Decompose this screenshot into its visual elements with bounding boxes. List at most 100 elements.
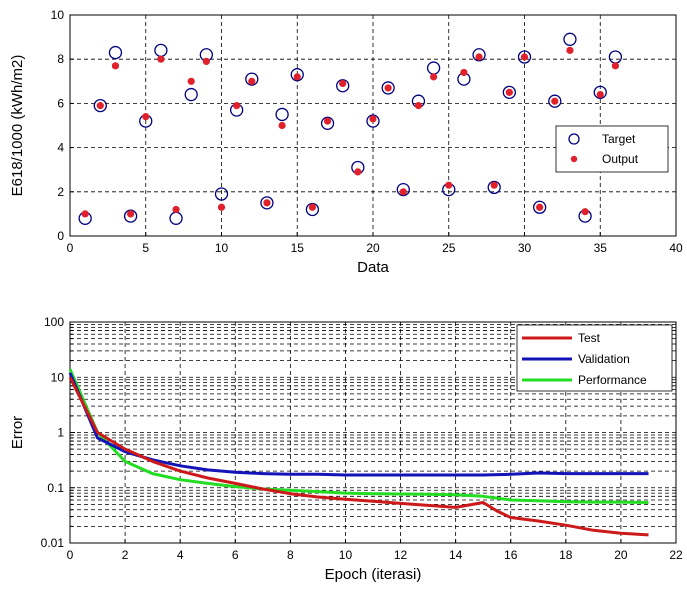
x-tick-label: 25 — [442, 241, 456, 255]
output-point — [111, 62, 120, 70]
output-point — [187, 77, 195, 85]
output-point — [429, 73, 438, 81]
x-tick-label: 35 — [594, 241, 608, 255]
output-point — [369, 115, 377, 123]
target-point — [214, 187, 229, 201]
error-line-chart: 0 2 4 6 8 10 12 14 16 18 20 22 0.01 0.1 1 10 100 Epoch (i… — [9, 315, 683, 583]
x-tick-label: 8 — [287, 548, 294, 562]
target-point — [366, 114, 380, 128]
target-point — [533, 200, 547, 214]
legend: Target Output — [555, 125, 669, 173]
output-point — [551, 97, 559, 105]
legend: Test Validation Performance — [516, 324, 673, 392]
target-point — [336, 79, 350, 93]
output-point — [414, 102, 423, 110]
y-tick-label: 0.1 — [47, 481, 64, 495]
output-point — [596, 90, 604, 99]
x-tick-label: 20 — [366, 241, 380, 255]
x-tick-label: 30 — [518, 241, 532, 255]
x-tick-label: 18 — [559, 548, 573, 562]
output-point — [354, 168, 362, 176]
target-point — [593, 85, 607, 99]
output-point — [536, 203, 544, 211]
output-point — [611, 62, 620, 70]
target-point — [245, 72, 259, 86]
target-point — [320, 116, 335, 130]
target-point — [548, 94, 562, 108]
legend-target-marker — [568, 133, 580, 145]
output-point — [157, 55, 165, 63]
output-point — [81, 210, 89, 218]
target-point — [502, 85, 517, 99]
x-tick-label: 22 — [669, 548, 683, 562]
target-point — [275, 107, 289, 122]
scatter-chart: 0 5 10 15 20 25 30 35 40 0 2 4 6 8 10 Data E618/1000 (kW… — [9, 8, 683, 276]
output-point — [384, 84, 392, 92]
target-point — [305, 202, 320, 217]
series-line-validation — [68, 372, 649, 477]
y-tick-label: 0 — [57, 229, 64, 243]
x-tick-label: 20 — [614, 548, 628, 562]
output-point — [460, 68, 468, 77]
y-tick-label: 4 — [57, 141, 64, 155]
x-tick-label: 14 — [449, 548, 463, 562]
output-point — [233, 102, 241, 110]
y-tick-label: 10 — [51, 8, 65, 22]
x-tick-label: 0 — [67, 241, 74, 255]
output-point — [505, 88, 513, 96]
target-point — [517, 50, 532, 64]
series-line-test — [68, 376, 649, 537]
output-point — [293, 73, 301, 81]
y-tick-label: 10 — [51, 370, 65, 384]
x-tick-label: 10 — [215, 241, 229, 255]
x-tick-label: 6 — [232, 548, 239, 562]
x-tick-label: 16 — [504, 548, 518, 562]
output-point — [490, 181, 498, 189]
y-tick-label: 1 — [57, 426, 64, 440]
y-tick-label: 6 — [57, 96, 64, 110]
y-axis-label: E618/1000 (kWh/m2) — [9, 55, 26, 197]
target-point — [260, 196, 274, 210]
y-axis-label: Error — [9, 416, 26, 449]
output-point — [323, 117, 332, 125]
output-point — [308, 203, 316, 211]
legend-output-marker — [570, 155, 578, 163]
legend-test-label: Test — [578, 331, 601, 345]
target-point — [487, 180, 501, 195]
y-tick-label: 0.01 — [41, 536, 65, 550]
y-tick-label: 100 — [44, 315, 64, 329]
x-tick-label: 0 — [67, 548, 74, 562]
output-point — [520, 53, 529, 61]
target-point — [396, 182, 410, 197]
series-line-performance — [68, 368, 649, 504]
target-point — [381, 81, 395, 95]
output-point — [172, 205, 180, 214]
output-point — [399, 188, 407, 196]
output-point — [566, 46, 574, 54]
legend-performance-label: Performance — [578, 373, 647, 387]
output-point — [202, 57, 210, 66]
x-tick-label: 2 — [122, 548, 129, 562]
output-point — [278, 121, 286, 130]
x-tick-label: 4 — [177, 548, 184, 562]
y-tick-label: 2 — [57, 185, 64, 199]
legend-output-label: Output — [602, 152, 639, 166]
output-point — [127, 210, 135, 218]
target-point — [472, 48, 486, 62]
x-tick-label: 5 — [142, 241, 149, 255]
x-tick-label: 15 — [291, 241, 305, 255]
output-point — [581, 208, 589, 216]
output-point — [217, 203, 226, 211]
legend-target-label: Target — [602, 132, 636, 146]
plot-area — [69, 14, 677, 237]
target-point — [108, 45, 123, 60]
output-point — [142, 113, 150, 121]
target-point — [290, 68, 304, 82]
output-point — [339, 79, 347, 88]
target-point — [123, 209, 138, 223]
target-point — [93, 98, 107, 113]
legend-validation-label: Validation — [578, 352, 630, 366]
output-point — [248, 77, 256, 85]
y-tick-label: 8 — [57, 52, 64, 66]
